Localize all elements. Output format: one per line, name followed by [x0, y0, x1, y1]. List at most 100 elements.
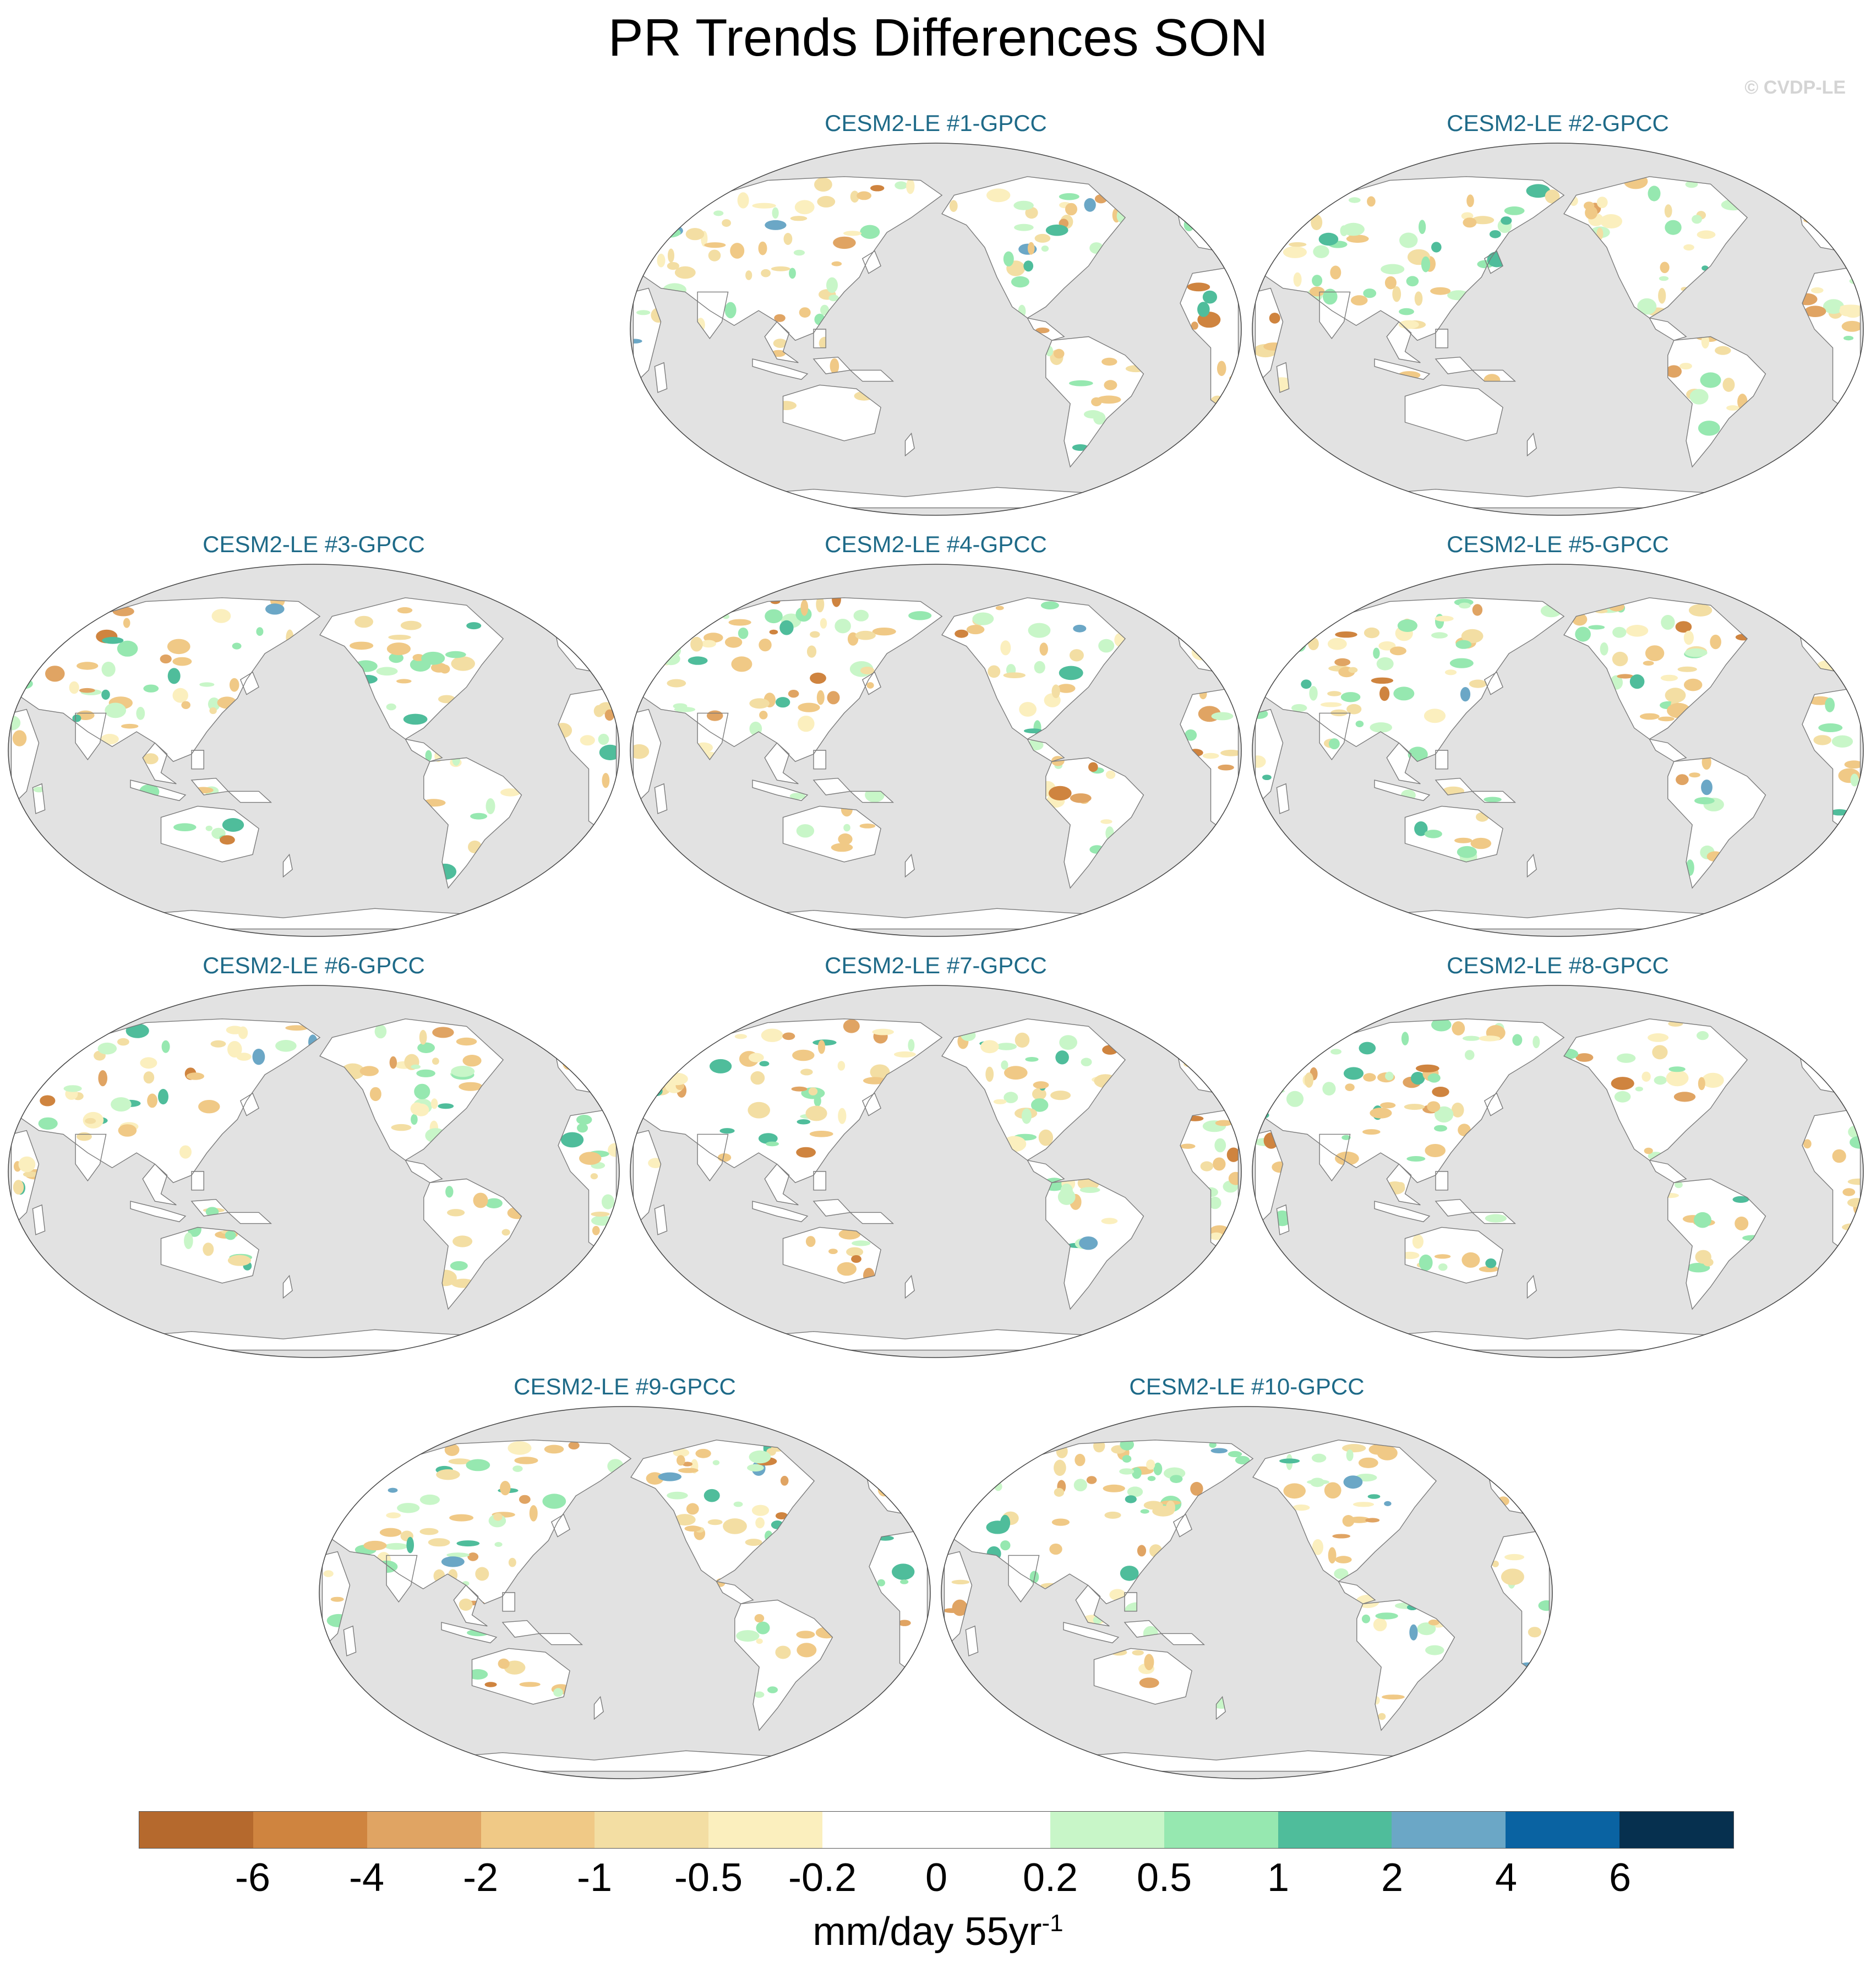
colorbar-tick-label: -0.2 — [788, 1856, 857, 1900]
colorbar-tick-label: -2 — [462, 1856, 499, 1900]
landmass-eafrica — [1255, 709, 1283, 806]
coastline-samerica — [1045, 336, 1144, 468]
coastline-philippines — [1435, 750, 1448, 770]
coastline-nz — [904, 1274, 915, 1299]
coastline-australia — [1404, 384, 1503, 442]
map-border — [8, 564, 620, 937]
landmass-namerica — [320, 1018, 504, 1160]
panel-title: CESM2-LE #6-GPCC — [203, 952, 425, 978]
panel-title: CESM2-LE #5-GPCC — [1447, 531, 1669, 557]
coastline-australia — [1093, 1648, 1192, 1705]
coastline-samerica — [1045, 1178, 1144, 1310]
map-panel-1: CESM2-LE #1-GPCC — [628, 110, 1244, 516]
map-border — [319, 1406, 931, 1779]
world-map — [8, 985, 620, 1358]
trend-field — [633, 576, 1239, 854]
landmass-japan — [1484, 672, 1503, 695]
coastline-camerica — [1649, 317, 1687, 341]
coastline-nz — [593, 1696, 604, 1720]
coastline-australia — [471, 1648, 570, 1705]
landmass-indonesia1 — [752, 1201, 808, 1222]
coastline-madagascar — [654, 783, 668, 814]
coastline-nz — [904, 432, 915, 457]
coastline-nz — [1526, 1274, 1537, 1299]
coastline-madagascar — [32, 783, 46, 814]
landmass-australia — [783, 385, 881, 441]
colorbar-units: mm/day 55yr-1 — [0, 1909, 1876, 1954]
landmass-eafrica — [11, 1130, 39, 1228]
landmass-africa — [1802, 1108, 1861, 1253]
coastline-india — [1319, 291, 1351, 340]
colorbar-box-14 — [1619, 1812, 1734, 1848]
coastline-samerica — [423, 757, 522, 889]
coastline-samerica — [734, 1599, 833, 1731]
landmass-india — [75, 713, 106, 760]
coastline-nz — [904, 853, 915, 878]
coastline-india — [697, 1133, 729, 1182]
landmass-philippines — [192, 750, 204, 769]
landmass-indonesia1 — [1375, 1201, 1430, 1222]
landmass-india — [697, 292, 728, 339]
world-map — [941, 1406, 1553, 1779]
colorbar-tick-label: -4 — [348, 1856, 385, 1900]
landmass-philippines — [1436, 750, 1448, 769]
landmass-samerica — [1667, 757, 1766, 889]
world-map — [1252, 985, 1864, 1358]
landmass-seasia — [765, 1164, 799, 1205]
panel-title: CESM2-LE #7-GPCC — [825, 952, 1047, 978]
landmass-seasia — [1387, 321, 1421, 363]
coastline-africa — [1180, 1108, 1239, 1254]
landmass-australia — [783, 806, 881, 862]
landmass-philippines — [503, 1593, 515, 1611]
map-border — [8, 985, 620, 1358]
landmass-namerica — [942, 1018, 1126, 1160]
coastline-nz — [282, 853, 293, 878]
coastline-nz — [282, 1274, 293, 1299]
colorbar-box-5 — [595, 1812, 709, 1848]
coastline-india — [386, 1555, 418, 1603]
coastline-newguinea — [227, 791, 272, 803]
coastline-namerica — [941, 1018, 1126, 1161]
map-border — [630, 564, 1242, 937]
landmass-japan — [1484, 1093, 1503, 1116]
landmass-indonesia1 — [1064, 1622, 1119, 1643]
landmass-india — [1319, 1134, 1350, 1181]
panel-title: CESM2-LE #2-GPCC — [1447, 110, 1669, 136]
coastline-africa — [558, 1108, 617, 1254]
landmass-australia — [1405, 385, 1503, 441]
landmass-seasia — [1076, 1585, 1110, 1626]
coastline-namerica — [319, 597, 504, 740]
panel-title: CESM2-LE #1-GPCC — [825, 110, 1047, 136]
coastline-namerica — [941, 597, 1126, 740]
colorbar-box-1 — [139, 1812, 253, 1848]
map-border — [941, 1406, 1553, 1779]
coastline-madagascar — [654, 1204, 668, 1235]
landmass-namerica — [1253, 1440, 1437, 1582]
coastline-japan — [861, 1092, 881, 1116]
map-panel-5: CESM2-LE #5-GPCC — [1250, 531, 1866, 937]
colorbar-box-2 — [253, 1812, 367, 1848]
coastline-newguinea — [1471, 369, 1517, 382]
figure-title: PR Trends Differences SON — [608, 8, 1268, 67]
coastline-madagascar — [965, 1625, 979, 1656]
landmass-samerica — [423, 757, 522, 889]
coastline-newguinea — [538, 1633, 583, 1645]
coastline-philippines — [813, 1171, 826, 1191]
coastline-africa — [1802, 265, 1861, 412]
coastline-newguinea — [227, 1212, 272, 1224]
world-map — [1252, 143, 1864, 516]
landmass-camerica — [1649, 1160, 1687, 1183]
coastline-madagascar — [1276, 783, 1290, 814]
coastline-indonesia1 — [752, 1201, 809, 1223]
landmass-namerica — [1564, 1018, 1748, 1160]
world-map — [630, 143, 1242, 516]
coastline-africa — [558, 686, 617, 833]
landmass-eafrica — [633, 709, 661, 806]
coastline-japan — [861, 671, 881, 695]
coastline-namerica — [1252, 1440, 1437, 1582]
colorbar-tick-label: 0.2 — [1022, 1856, 1078, 1900]
coastline-australia — [782, 1227, 881, 1284]
coastline-india — [75, 712, 107, 761]
landmass-camerica — [405, 1160, 443, 1183]
landmass-camerica — [405, 739, 443, 762]
